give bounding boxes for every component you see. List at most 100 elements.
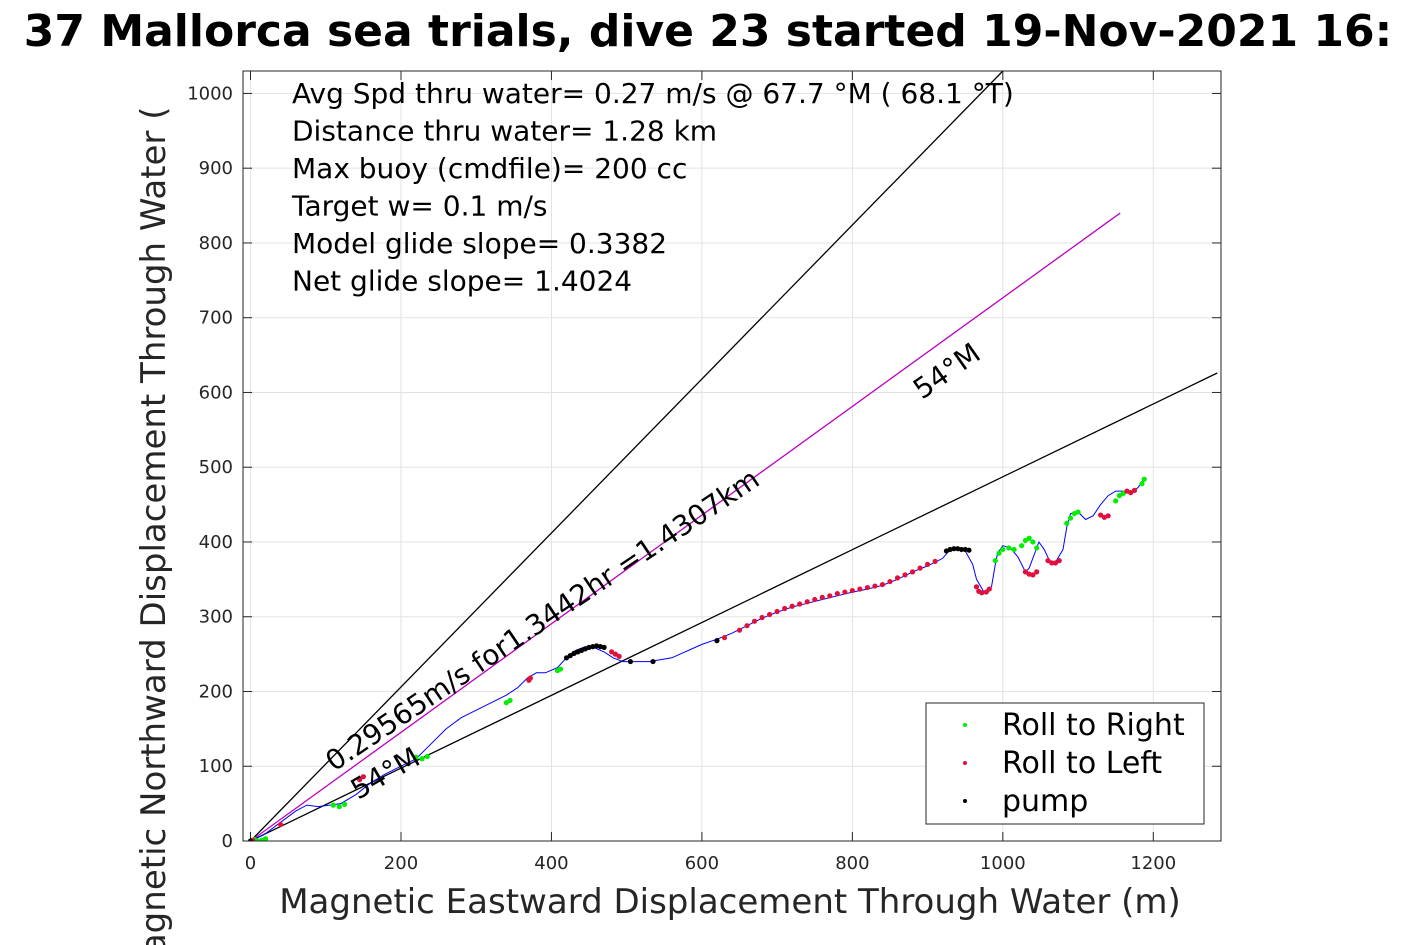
marker-roll-to-right bbox=[1000, 546, 1006, 553]
marker-roll-to-right bbox=[1064, 520, 1070, 526]
marker-roll-to-right bbox=[1011, 546, 1017, 553]
marker-pump bbox=[714, 638, 720, 644]
marker-pump bbox=[951, 546, 957, 552]
y-tick-label: 900 bbox=[199, 158, 233, 179]
marker-roll-to-left bbox=[834, 590, 840, 597]
marker-roll-to-right bbox=[1113, 498, 1119, 504]
legend: Roll to Right Roll to Left pump bbox=[925, 702, 1205, 825]
marker-roll-to-left bbox=[1030, 572, 1036, 578]
y-tick-label: 0 bbox=[222, 831, 233, 852]
marker-roll-to-left bbox=[1045, 558, 1051, 564]
marker-roll-to-left bbox=[857, 586, 863, 592]
info-line: Net glide slope= 1.4024 bbox=[292, 265, 632, 298]
legend-label-roll-right: Roll to Right bbox=[1002, 708, 1185, 743]
marker-pump bbox=[966, 547, 972, 553]
x-tick-label: 0 bbox=[245, 853, 256, 874]
marker-roll-to-left bbox=[1022, 569, 1028, 575]
marker-roll-to-left bbox=[767, 611, 773, 618]
x-tick-label: 600 bbox=[685, 853, 719, 874]
marker-roll-to-left bbox=[902, 572, 908, 578]
info-line: Distance thru water= 1.28 km bbox=[292, 115, 717, 148]
tick-labels: 0 200 400 600 800 1000 1200 0 100 200 300 400 500 600… bbox=[187, 83, 1176, 874]
marker-roll-to-right bbox=[1067, 515, 1074, 521]
reference-line-2 bbox=[250, 372, 1218, 841]
y-tick-label: 800 bbox=[199, 233, 233, 254]
y-tick-label: 500 bbox=[199, 457, 233, 478]
marker-roll-to-left bbox=[1098, 512, 1104, 518]
marker-roll-to-right bbox=[1022, 537, 1028, 544]
marker-roll-to-left bbox=[842, 589, 848, 595]
marker-roll-to-left bbox=[819, 594, 825, 600]
marker-roll-to-left bbox=[1131, 487, 1138, 493]
marker-roll-to-left bbox=[360, 774, 366, 780]
marker-roll-to-left bbox=[932, 558, 938, 565]
reference-line-0 bbox=[250, 71, 1004, 841]
marker-pump bbox=[247, 838, 254, 841]
marker-roll-to-left bbox=[721, 635, 728, 641]
plot-frame bbox=[242, 70, 1222, 842]
marker-pump bbox=[627, 658, 634, 665]
y-axis-label: Magnetic Northward Displacement Through … bbox=[134, 107, 174, 945]
marker-roll-to-left bbox=[751, 618, 758, 624]
marker-roll-to-right bbox=[1026, 535, 1032, 541]
y-tick-label: 700 bbox=[199, 308, 233, 329]
marker-roll-to-left bbox=[609, 649, 615, 655]
ticks bbox=[243, 71, 1221, 842]
marker-roll-to-left bbox=[1056, 558, 1062, 564]
marker-roll-to-left bbox=[917, 565, 923, 571]
x-tick-label: 1200 bbox=[1130, 853, 1176, 874]
y-tick-label: 300 bbox=[199, 607, 233, 628]
marker-roll-to-left bbox=[812, 596, 818, 603]
marker-roll-to-right bbox=[424, 753, 430, 760]
marker-roll-to-left bbox=[774, 608, 780, 615]
marker-roll-to-right bbox=[503, 700, 509, 706]
marker-roll-to-left bbox=[736, 627, 743, 633]
marker-roll-to-left bbox=[278, 821, 284, 828]
legend-label-pump: pump bbox=[1002, 784, 1088, 819]
info-box: Avg Spd thru water= 0.27 m/s @ 67.7 °M (… bbox=[291, 77, 1014, 298]
legend-marker-roll-left bbox=[963, 761, 967, 765]
marker-roll-to-right bbox=[413, 754, 419, 760]
marker-roll-to-right bbox=[1120, 490, 1126, 496]
legend-marker-roll-right bbox=[963, 723, 967, 727]
x-tick-label: 1000 bbox=[980, 853, 1026, 874]
marker-roll-to-left bbox=[782, 605, 788, 612]
info-line: Max buoy (cmdfile)= 200 cc bbox=[292, 152, 687, 185]
marker-roll-to-left bbox=[849, 587, 855, 594]
y-tick-label: 200 bbox=[199, 681, 233, 702]
reference-line-1 bbox=[250, 212, 1121, 841]
marker-roll-to-right bbox=[996, 550, 1002, 556]
marker-roll-to-left bbox=[357, 777, 363, 783]
marker-roll-to-left bbox=[1034, 569, 1040, 575]
marker-roll-to-left bbox=[744, 623, 750, 629]
marker-roll-to-left bbox=[612, 651, 618, 657]
marker-roll-to-left bbox=[879, 581, 886, 588]
marker-roll-to-right bbox=[1075, 509, 1081, 515]
marker-pump bbox=[958, 546, 965, 553]
info-line: Model glide slope= 0.3382 bbox=[292, 227, 667, 260]
marker-roll-to-right bbox=[992, 558, 998, 564]
marker-roll-to-right bbox=[557, 666, 564, 672]
marker-pump bbox=[567, 653, 573, 659]
y-tick-label: 600 bbox=[199, 382, 233, 403]
marker-roll-to-right bbox=[1116, 493, 1123, 499]
marker-roll-to-left bbox=[973, 584, 980, 590]
reference-lines bbox=[250, 71, 1218, 841]
info-line: Target w= 0.1 m/s bbox=[291, 190, 548, 223]
marker-pump bbox=[601, 644, 607, 650]
marker-roll-to-right bbox=[507, 697, 513, 704]
marker-roll-to-left bbox=[986, 586, 992, 592]
legend-box bbox=[925, 702, 1205, 825]
x-axis-label: Magnetic Eastward Displacement Through W… bbox=[279, 882, 1181, 922]
legend-marker-pump bbox=[963, 799, 967, 803]
marker-roll-to-left bbox=[1052, 560, 1059, 566]
marker-pump bbox=[650, 658, 656, 665]
x-tick-label: 400 bbox=[534, 853, 568, 874]
y-tick-label: 400 bbox=[199, 532, 233, 553]
marker-roll-to-left bbox=[797, 601, 803, 607]
marker-roll-to-right bbox=[330, 802, 336, 808]
marker-roll-to-left bbox=[979, 590, 985, 596]
chart-title: 37 Mallorca sea trials, dive 23 started … bbox=[24, 6, 1392, 57]
y-tick-label: 1000 bbox=[187, 83, 233, 104]
